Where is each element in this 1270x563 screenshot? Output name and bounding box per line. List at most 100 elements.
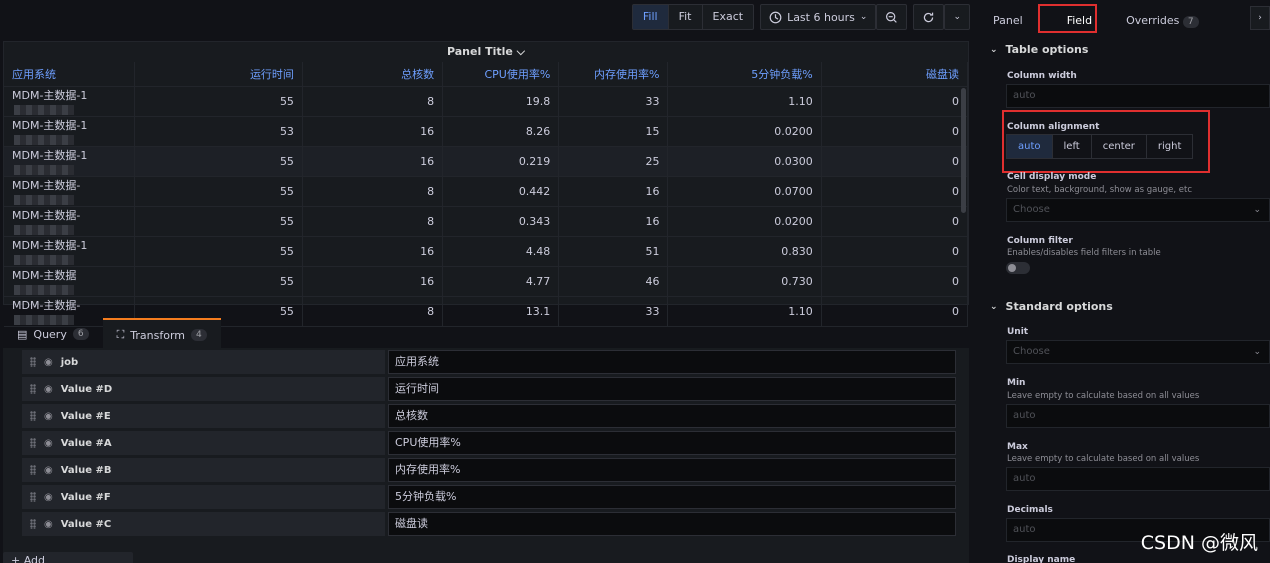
max-label: Max <box>1007 442 1028 452</box>
table-options-header[interactable]: ⌄ Table options <box>990 43 1088 56</box>
editor-tabs: ▤ Query 6 ⛶ Transform 4 <box>3 318 221 350</box>
table-cell: 16 <box>302 266 444 297</box>
cell-value: 19.8 <box>525 94 551 108</box>
rename-input[interactable]: 内存使用率% <box>388 458 956 482</box>
table-row[interactable]: MDM-主数据-1 53 16 8.26 15 0.0200 0 <box>4 116 969 147</box>
rename-input[interactable]: 总核数 <box>388 404 956 428</box>
column-header[interactable]: 5分钟负载% <box>667 62 822 87</box>
rename-input[interactable]: CPU使用率% <box>388 431 956 455</box>
add-transformation-button[interactable]: + Add transformation <box>3 552 133 563</box>
tab-overrides[interactable]: Overrides 7 <box>1114 7 1211 35</box>
eye-icon[interactable]: ◉ <box>44 383 53 395</box>
refresh-button[interactable] <box>913 4 945 30</box>
eye-icon[interactable]: ◉ <box>44 464 53 476</box>
cell-value: 0.442 <box>518 184 551 198</box>
eye-icon[interactable]: ◉ <box>44 491 53 503</box>
tab-field[interactable]: Field <box>1066 14 1093 27</box>
field-name-cell: ◉ Value #A <box>22 431 385 455</box>
refresh-interval-button[interactable]: ⌄ <box>944 4 970 30</box>
table-cell: 0.0200 <box>667 116 822 147</box>
table-cell: 0.219 <box>442 146 560 177</box>
eye-icon[interactable]: ◉ <box>44 356 53 368</box>
column-filter-toggle[interactable] <box>1006 262 1030 274</box>
cell-value: 0 <box>952 154 959 168</box>
column-header[interactable]: 内存使用率% <box>558 62 669 87</box>
table-scrollbar[interactable] <box>961 88 966 213</box>
table-cell: 16 <box>302 146 444 177</box>
column-header[interactable]: 运行时间 <box>134 62 303 87</box>
drag-handle-icon[interactable] <box>30 492 36 502</box>
drag-handle-icon[interactable] <box>30 465 36 475</box>
drag-handle-icon[interactable] <box>30 411 36 421</box>
exact-button[interactable]: Exact <box>701 5 754 29</box>
table-row[interactable]: MDM-主数据-1 55 16 4.48 51 0.830 0 <box>4 236 969 267</box>
cell-value: MDM-主数据-1 <box>12 88 88 102</box>
cell-value: 1.10 <box>788 304 813 318</box>
cell-value: 33 <box>645 304 660 318</box>
zoom-out-button[interactable] <box>876 4 908 30</box>
column-width-label: Column width <box>1007 71 1077 81</box>
time-picker-button[interactable]: Last 6 hours ⌄ <box>760 4 877 30</box>
drag-handle-icon[interactable] <box>30 519 36 529</box>
cell-value: 15 <box>645 124 660 138</box>
table-row[interactable]: MDM-主数据- 55 8 13.1 33 1.10 0 <box>4 296 969 327</box>
rename-input[interactable]: 应用系统 <box>388 350 956 374</box>
column-header[interactable]: 磁盘读 <box>821 62 969 87</box>
drag-handle-icon[interactable] <box>30 438 36 448</box>
rename-input[interactable]: 运行时间 <box>388 377 956 401</box>
cell-value: 55 <box>279 244 294 258</box>
eye-icon[interactable]: ◉ <box>44 410 53 422</box>
tab-transform[interactable]: ⛶ Transform 4 <box>102 318 221 350</box>
fit-button[interactable]: Fit <box>667 5 702 29</box>
panel-title[interactable]: Panel Title ⌵ <box>446 45 525 58</box>
tab-panel[interactable]: Panel <box>993 14 1023 27</box>
decimals-input[interactable]: auto <box>1006 518 1270 542</box>
drag-handle-icon[interactable] <box>30 384 36 394</box>
cell-display-select[interactable]: Choose ⌄ <box>1006 198 1270 222</box>
table-row[interactable]: MDM-主数据- 55 8 0.442 16 0.0700 0 <box>4 176 969 207</box>
rename-input[interactable]: 磁盘读 <box>388 512 956 536</box>
table-cell: 0 <box>821 236 969 267</box>
table-cell: 0.343 <box>442 206 560 237</box>
eye-icon[interactable]: ◉ <box>44 437 53 449</box>
fill-button[interactable]: Fill <box>632 5 668 29</box>
cell-value: 55 <box>279 94 294 108</box>
align-center-option[interactable]: center <box>1090 135 1146 158</box>
align-right-option[interactable]: right <box>1145 135 1193 158</box>
cell-value: 25 <box>645 154 660 168</box>
min-input[interactable]: auto <box>1006 404 1270 428</box>
rename-input[interactable]: 5分钟负载% <box>388 485 956 509</box>
collapse-pane-button[interactable]: › <box>1250 6 1270 30</box>
column-filter-label: Column filter <box>1007 236 1073 246</box>
eye-icon[interactable]: ◉ <box>44 518 53 530</box>
column-header[interactable]: 总核数 <box>302 62 444 87</box>
align-left-option[interactable]: left <box>1051 135 1091 158</box>
column-header[interactable]: CPU使用率% <box>442 62 560 87</box>
cell-value: 0.0200 <box>774 124 813 138</box>
table-cell: 0 <box>821 146 969 177</box>
align-auto-option[interactable]: auto <box>1007 135 1052 158</box>
column-header[interactable]: 应用系统 <box>4 62 135 87</box>
max-input[interactable]: auto <box>1006 467 1270 491</box>
tab-query[interactable]: ▤ Query 6 <box>3 318 103 350</box>
table-row[interactable]: MDM-主数据-1 55 16 0.219 25 0.0300 0 <box>4 146 969 177</box>
table-row[interactable]: MDM-主数据- 55 8 0.343 16 0.0200 0 <box>4 206 969 237</box>
unit-select[interactable]: Choose ⌄ <box>1006 340 1270 364</box>
refresh-icon <box>924 12 934 22</box>
drag-handle-icon[interactable] <box>30 357 36 367</box>
cell-value: MDM-主数据- <box>12 298 81 312</box>
table-row[interactable]: MDM-主数据 55 16 4.77 46 0.730 0 <box>4 266 969 297</box>
column-width-input[interactable]: auto <box>1006 84 1270 108</box>
unit-label: Unit <box>1007 327 1029 337</box>
cell-value: 46 <box>645 274 660 288</box>
database-icon: ▤ <box>17 327 28 341</box>
cell-display-desc: Color text, background, show as gauge, e… <box>1007 185 1193 195</box>
tab-transform-label: Transform <box>130 328 185 342</box>
table-row[interactable]: MDM-主数据-1 55 8 19.8 33 1.10 0 <box>4 86 969 117</box>
cell-value: 0 <box>952 94 959 108</box>
column-alignment-label: Column alignment <box>1007 122 1100 132</box>
table-cell: 19.8 <box>442 86 560 117</box>
overrides-count-badge: 7 <box>1182 16 1199 28</box>
standard-options-header[interactable]: ⌄ Standard options <box>990 300 1113 313</box>
table-cell: 55 <box>134 236 303 267</box>
